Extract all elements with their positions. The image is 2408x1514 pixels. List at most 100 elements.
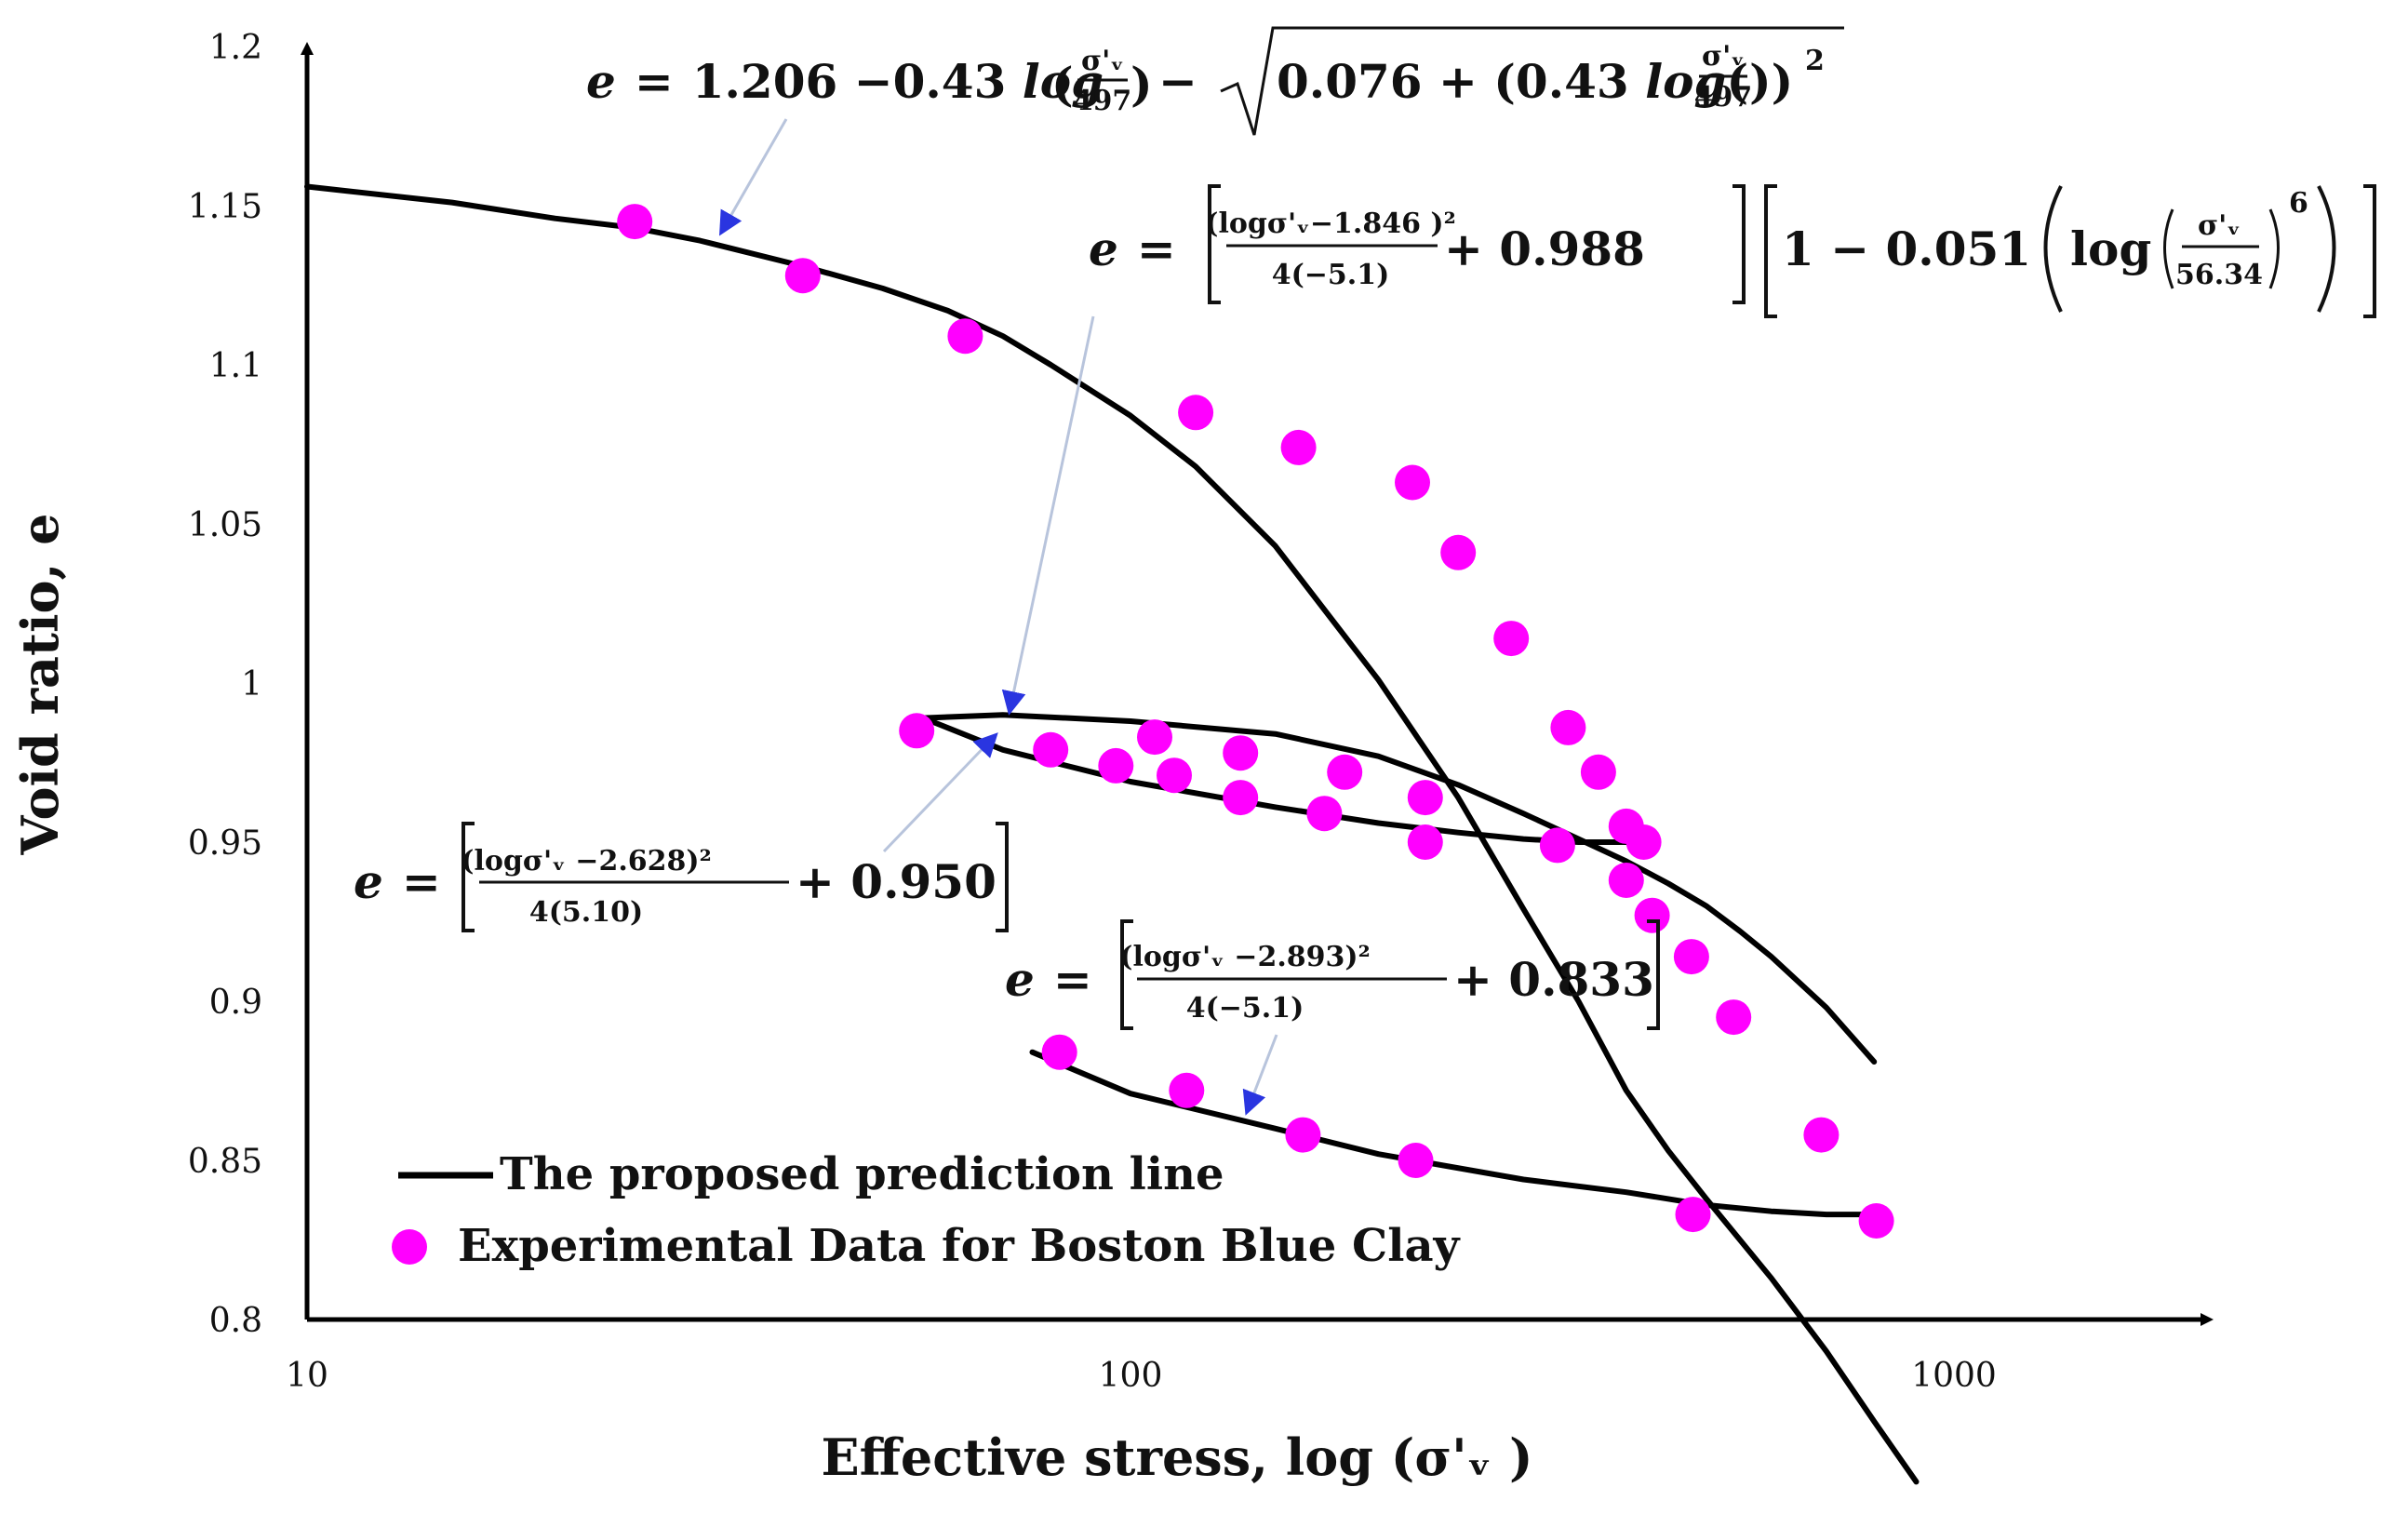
eq2-num: σ'ᵥ: [2198, 209, 2241, 242]
data-point: [1539, 827, 1575, 864]
eq4-bracket-r: [1647, 919, 1660, 1030]
data-point: [1673, 939, 1709, 975]
eq4-lhs: e: [1005, 952, 1035, 1007]
data-point: [1137, 719, 1172, 756]
data-point: [617, 204, 653, 240]
eq3-bracket-l: [462, 822, 475, 932]
y-tick-label: 1.15: [188, 188, 262, 226]
y-tick-label: 1.1: [209, 347, 262, 385]
eq2-paren-l2: [2163, 208, 2174, 289]
eq3-equals: =: [402, 854, 441, 909]
eq2-paren-r2: [2268, 208, 2280, 289]
x-tick-label: 10: [286, 1357, 328, 1395]
data-point: [1580, 754, 1616, 790]
callout-arrow-eq3: [882, 732, 998, 853]
data-point: [1550, 709, 1586, 745]
eq1-c: 0.076 + (0.43: [1277, 54, 1645, 109]
data-point: [1675, 1197, 1711, 1233]
eq3-plus: + 0.950: [796, 854, 997, 909]
y-tick-label: 1.2: [209, 29, 262, 67]
equation-3: e = (logσ'ᵥ −2.628)² 4(5.10) + 0.950: [354, 822, 1009, 932]
svg-text:e=: e =: [1089, 221, 1176, 276]
eq2-paren-r: [2317, 185, 2336, 313]
eq1-num: σ'ᵥ: [1081, 45, 1124, 77]
eq2-bracket-l1: [1208, 184, 1221, 304]
eq1-lhs: e: [586, 54, 616, 109]
data-point: [1280, 429, 1317, 465]
eq1-paren-right: ): [1130, 57, 1153, 112]
eq1-sq: 2: [1805, 45, 1825, 77]
eq2-plus: + 0.988: [1444, 221, 1645, 276]
callout-arrow-eq2: [1001, 315, 1095, 716]
data-point: [784, 258, 821, 294]
eq2-log: log: [2070, 221, 2151, 276]
eq1-sqrt-sign: [1220, 26, 1844, 136]
data-point: [1041, 1034, 1077, 1070]
equation-4: e = (logσ'ᵥ −2.893)² 4(−5.1) + 0.833: [1005, 919, 1660, 1030]
data-point: [1858, 1203, 1894, 1239]
eq4-bracket-l: [1120, 919, 1133, 1030]
legend-label-line: The proposed prediction line: [500, 1148, 1224, 1200]
eq1-inner-l: (: [1726, 54, 1748, 109]
eq2-frac-num: (logσ'ᵥ−1.846 )²: [1205, 208, 1455, 240]
eq1-paren-left: (: [1051, 57, 1074, 112]
data-point: [1223, 780, 1259, 816]
data-point: [1327, 754, 1363, 790]
eq1-minus: −: [1158, 54, 1197, 109]
eq3-frac-den: 4(5.10): [529, 896, 643, 929]
eq1-equals: =: [635, 54, 674, 109]
eq4-frac-num: (logσ'ᵥ −2.893)²: [1119, 941, 1370, 973]
eq3-bracket-r: [996, 822, 1009, 932]
data-point: [1098, 747, 1134, 784]
data-point: [1493, 621, 1530, 657]
eq2-bracket-l2: [1764, 184, 1777, 318]
prediction-line-unload-reload-upper: [920, 712, 1878, 1065]
y-tick-label: 0.85: [188, 1143, 262, 1181]
eq1-a: 1.206 −0.43: [692, 54, 1023, 109]
data-point: [1285, 1117, 1321, 1153]
eq2-equals: =: [1137, 221, 1176, 276]
data-point: [1223, 735, 1259, 771]
svg-text:0.076 + (0.43 log(: 0.076 + (0.43 log(: [1277, 54, 1748, 109]
data-point: [1803, 1117, 1839, 1153]
y-tick-label: 1.05: [188, 506, 262, 544]
eq2-bracket-r2: [2363, 184, 2376, 318]
svg-text:e=: e =: [354, 854, 441, 909]
data-point: [1306, 796, 1343, 832]
legend: The proposed prediction line Experimenta…: [392, 1148, 1462, 1272]
data-point: [1407, 780, 1443, 816]
data-point: [1716, 999, 1752, 1036]
eq3-lhs: e: [354, 854, 383, 909]
x-tick-labels: 10 100 1000: [286, 1357, 1997, 1395]
x-tick-label: 100: [1099, 1357, 1163, 1395]
data-point: [899, 713, 935, 749]
callout-arrows: [719, 118, 1278, 1116]
prediction-lines: [304, 183, 1920, 1485]
data-point: [1625, 824, 1662, 860]
eq4-frac-den: 4(−5.1): [1186, 992, 1304, 1025]
legend-label-points: Experimental Data for Boston Blue Clay: [458, 1220, 1462, 1272]
data-point: [1440, 534, 1477, 570]
x-axis-title: Effective stress, log (σ'ᵥ ): [821, 1427, 1532, 1487]
callout-arrow-eq4: [1242, 1034, 1278, 1116]
eq1-log2: log: [1645, 54, 1726, 109]
eq2-pow: 6: [2289, 187, 2308, 220]
legend-marker-swatch: [392, 1229, 427, 1265]
data-point: [1407, 824, 1443, 860]
y-tick-label: 0.95: [188, 824, 262, 863]
y-axis-title: Void ratio, e: [10, 514, 70, 856]
prediction-line-reload-lower: [1029, 1049, 1878, 1218]
callout-arrow-eq1: [719, 118, 788, 236]
eq2-den: 56.34: [2175, 259, 2263, 291]
data-point: [1178, 395, 1214, 431]
eq1-num2: σ'ᵥ: [1702, 40, 1745, 73]
eq3-frac-num: (logσ'ᵥ −2.628)²: [461, 845, 711, 878]
eq2-paren-l: [2043, 185, 2063, 313]
data-point: [947, 318, 983, 355]
eq2-bracket-r1: [1732, 184, 1746, 304]
eq2-lhs: e: [1089, 221, 1118, 276]
data-point: [1169, 1072, 1205, 1108]
equation-1: e = 1.206 −0.43 log ( σ'ᵥ 497 ) − 0.076 + …: [586, 26, 1844, 136]
y-tick-label: 0.8: [209, 1302, 262, 1340]
